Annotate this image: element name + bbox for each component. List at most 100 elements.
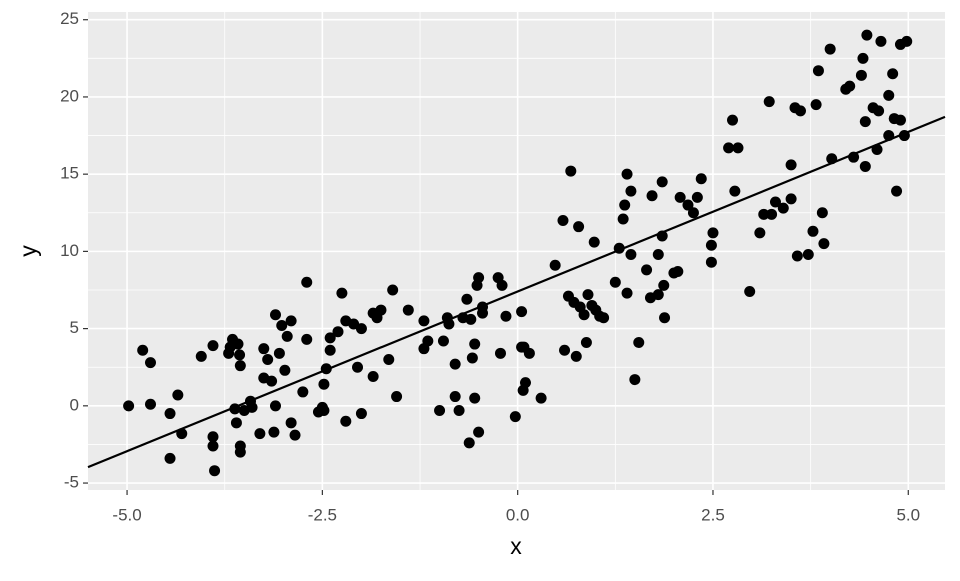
point xyxy=(234,446,246,458)
point xyxy=(297,386,309,398)
point xyxy=(705,239,717,251)
point xyxy=(437,335,449,347)
point xyxy=(629,374,641,386)
point xyxy=(301,333,313,345)
point xyxy=(209,465,221,477)
point xyxy=(352,361,364,373)
point xyxy=(609,276,621,288)
point xyxy=(646,190,658,202)
point xyxy=(494,347,506,359)
point xyxy=(461,293,473,305)
point xyxy=(617,213,629,225)
y-tick-label: 5 xyxy=(70,318,79,337)
point xyxy=(859,160,871,172)
point xyxy=(705,256,717,268)
point xyxy=(301,276,313,288)
point xyxy=(573,221,585,233)
point xyxy=(336,287,348,299)
point xyxy=(318,404,330,416)
point xyxy=(387,284,399,296)
point xyxy=(844,80,856,92)
point xyxy=(625,248,637,260)
point xyxy=(234,349,246,361)
point xyxy=(289,429,301,441)
point xyxy=(509,411,521,423)
point xyxy=(535,392,547,404)
point xyxy=(355,323,367,335)
point xyxy=(496,279,508,291)
point xyxy=(785,159,797,171)
point xyxy=(794,105,806,117)
point xyxy=(469,338,481,350)
point xyxy=(234,360,246,372)
x-tick-label: -5.0 xyxy=(112,505,141,524)
point xyxy=(578,309,590,321)
point xyxy=(621,287,633,299)
point xyxy=(791,250,803,262)
point xyxy=(340,415,352,427)
trend-line xyxy=(87,115,946,469)
point xyxy=(729,185,741,197)
point xyxy=(469,392,481,404)
point xyxy=(818,238,830,250)
point xyxy=(449,358,461,370)
point xyxy=(375,304,387,316)
point xyxy=(621,168,633,180)
y-tick-label: 20 xyxy=(60,86,79,105)
point xyxy=(324,332,336,344)
point xyxy=(857,52,869,64)
point xyxy=(588,236,600,248)
point xyxy=(691,191,703,203)
point xyxy=(465,313,477,325)
point xyxy=(785,193,797,205)
point xyxy=(324,344,336,356)
point xyxy=(758,208,770,220)
point xyxy=(723,142,735,154)
point xyxy=(246,401,258,413)
point xyxy=(285,315,297,327)
y-tick-label: -5 xyxy=(64,473,79,492)
point xyxy=(625,185,637,197)
point xyxy=(883,89,895,101)
point xyxy=(859,116,871,128)
point xyxy=(674,191,686,203)
point xyxy=(633,337,645,349)
point xyxy=(473,272,485,284)
point xyxy=(285,417,297,429)
point xyxy=(894,114,906,126)
point xyxy=(812,65,824,77)
point xyxy=(266,375,278,387)
point xyxy=(580,337,592,349)
point xyxy=(418,315,430,327)
point xyxy=(727,114,739,126)
point xyxy=(367,370,379,382)
y-tick-label: 15 xyxy=(60,164,79,183)
point xyxy=(276,320,288,332)
point xyxy=(268,426,280,438)
point xyxy=(355,408,367,420)
point xyxy=(861,29,873,41)
point xyxy=(523,347,535,359)
point xyxy=(891,185,903,197)
point xyxy=(269,309,281,321)
point xyxy=(873,105,885,117)
point xyxy=(123,400,135,412)
point xyxy=(463,437,475,449)
point xyxy=(453,404,465,416)
point xyxy=(763,96,775,108)
point xyxy=(422,335,434,347)
point xyxy=(473,426,485,438)
point xyxy=(318,378,330,390)
x-tick-label: -2.5 xyxy=(308,505,337,524)
point xyxy=(559,344,571,356)
point xyxy=(824,43,836,55)
point xyxy=(144,357,156,369)
point xyxy=(279,364,291,376)
point xyxy=(582,289,594,301)
point xyxy=(754,227,766,239)
point xyxy=(672,265,684,277)
point xyxy=(777,202,789,214)
point xyxy=(598,312,610,324)
point xyxy=(164,408,176,420)
x-tick-label: 2.5 xyxy=(701,505,725,524)
